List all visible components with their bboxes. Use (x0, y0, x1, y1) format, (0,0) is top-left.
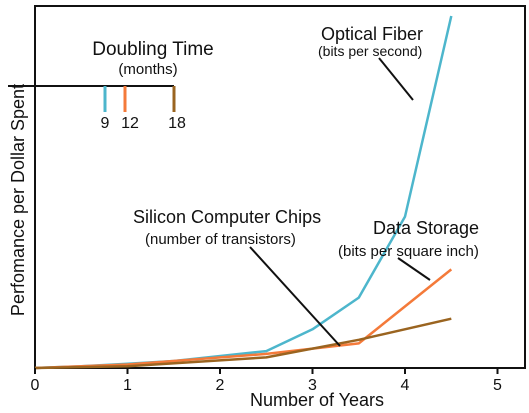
annotation-silicon-chips-title: Silicon Computer Chips (133, 207, 321, 227)
x-tick-label: 1 (123, 377, 132, 394)
x-ticks: 0 1 2 3 4 5 (31, 368, 502, 394)
annotation-silicon-chips-sub: (number of transistors) (145, 231, 296, 248)
legend: Doubling Time (months) 9 12 18 (8, 39, 214, 132)
legend-label-18: 18 (168, 115, 186, 132)
annotation-optical-fiber-sub: (bits per second) (318, 43, 422, 59)
series-line-2 (34, 317, 452, 370)
x-tick-label: 4 (401, 377, 410, 394)
annotation-data-storage-title: Data Storage (373, 218, 479, 238)
legend-subtitle: (months) (118, 61, 177, 78)
plot-area-frame (34, 5, 526, 369)
x-tick-label: 2 (216, 377, 225, 394)
annotation-data-storage-pointer (397, 257, 431, 281)
x-axis-label: Number of Years (250, 390, 384, 410)
legend-label-12: 12 (121, 115, 139, 132)
annotation-silicon-chips-pointer (249, 246, 341, 347)
series-layer (34, 15, 453, 370)
annotation-optical-fiber-title: Optical Fiber (321, 24, 423, 44)
annotation-silicon-chips: Silicon Computer Chips (number of transi… (133, 207, 341, 347)
annotation-optical-fiber-pointer (378, 57, 414, 101)
legend-title: Doubling Time (92, 39, 213, 60)
x-tick-label: 5 (493, 377, 502, 394)
legend-label-9: 9 (101, 115, 110, 132)
annotation-optical-fiber: Optical Fiber (bits per second) (318, 24, 423, 101)
x-tick-label: 0 (31, 377, 40, 394)
annotation-data-storage: Data Storage (bits per square inch) (338, 218, 479, 281)
y-axis-label: Perfomance per Dollar Spent (8, 84, 28, 316)
annotation-data-storage-sub: (bits per square inch) (338, 243, 479, 260)
x-tick-label: 3 (308, 377, 317, 394)
